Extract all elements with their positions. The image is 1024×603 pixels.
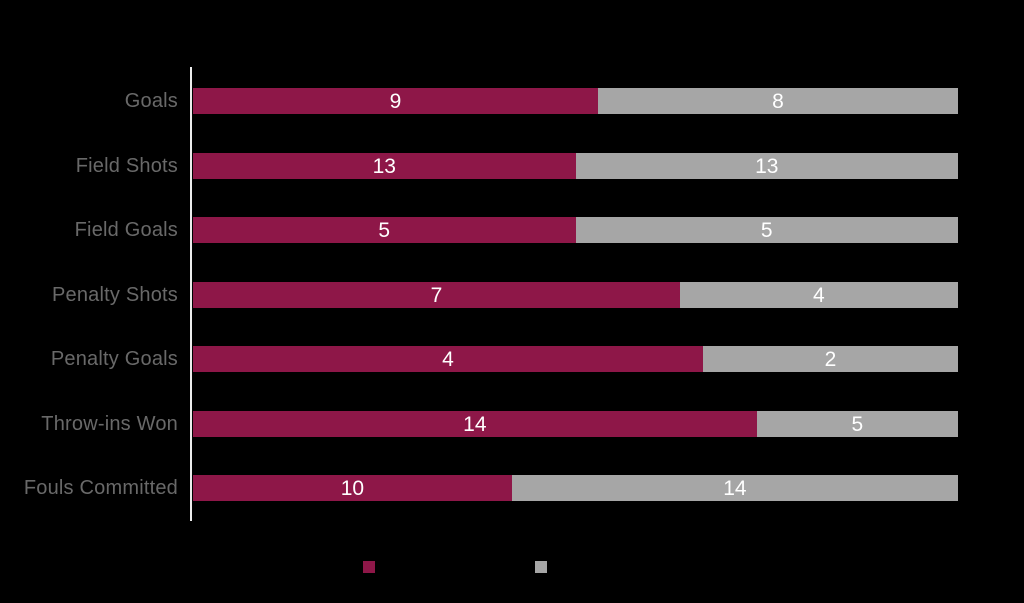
bar-value-label: 7: [430, 283, 443, 307]
bar-segment-maroon: 14: [193, 411, 757, 437]
chart-row: Goals 9 8: [0, 88, 1024, 114]
chart-row: Throw-ins Won 14 5: [0, 411, 1024, 437]
bar-segment-gray: 4: [679, 282, 958, 308]
bar-segment-maroon: 5: [193, 217, 576, 243]
chart-row: Penalty Goals 4 2: [0, 346, 1024, 372]
bar-value-label: 4: [813, 283, 825, 307]
bar-value-label: 5: [378, 218, 391, 242]
bar-segment-gray: 13: [575, 153, 958, 179]
bar-segment-maroon: 13: [193, 153, 576, 179]
y-axis-line: [190, 67, 192, 521]
legend-label-gray: [555, 555, 695, 579]
bar-value-label: 2: [824, 347, 837, 371]
category-label: Field Shots: [75, 155, 178, 177]
bar-value-label: 13: [755, 154, 779, 178]
category-label: Penalty Goals: [50, 348, 178, 370]
bar-segment-gray: 5: [575, 217, 958, 243]
chart-row: Fouls Committed 10 14: [0, 475, 1024, 501]
category-label: Goals: [124, 90, 178, 112]
chart-row: Field Shots 13 13: [0, 153, 1024, 179]
legend: [0, 555, 1024, 579]
bar-value-label: 14: [463, 412, 487, 436]
category-label: Penalty Shots: [51, 284, 178, 306]
bar-track: 13 13: [193, 153, 958, 179]
chart-row: Penalty Shots 7 4: [0, 282, 1024, 308]
bar-value-label: 5: [760, 218, 773, 242]
bar-value-label: 10: [340, 476, 365, 500]
bar-segment-maroon: 7: [193, 282, 680, 308]
bar-segment-gray: 5: [756, 411, 958, 437]
legend-swatch-gray: [535, 561, 547, 573]
bar-track: 10 14: [193, 475, 958, 501]
bar-value-label: 8: [772, 89, 784, 113]
bar-segment-gray: 14: [511, 475, 958, 501]
bar-value-label: 4: [442, 347, 454, 371]
bar-segment-gray: 8: [598, 88, 958, 114]
bar-segment-gray: 2: [703, 346, 958, 372]
chart-row: Field Goals 5 5: [0, 217, 1024, 243]
category-label: Fouls Committed: [23, 477, 178, 499]
bar-value-label: 13: [372, 154, 396, 178]
bar-segment-maroon: 4: [193, 346, 703, 372]
bar-segment-maroon: 10: [193, 475, 512, 501]
legend-swatch-maroon: [363, 561, 375, 573]
category-label: Throw-ins Won: [41, 413, 178, 435]
category-label: Field Goals: [74, 219, 178, 241]
bar-value-label: 9: [389, 89, 402, 113]
bar-segment-maroon: 9: [193, 88, 598, 114]
bar-value-label: 14: [723, 476, 747, 500]
bar-track: 14 5: [193, 411, 958, 437]
legend-label-maroon: [383, 555, 523, 579]
bar-value-label: 5: [851, 412, 864, 436]
